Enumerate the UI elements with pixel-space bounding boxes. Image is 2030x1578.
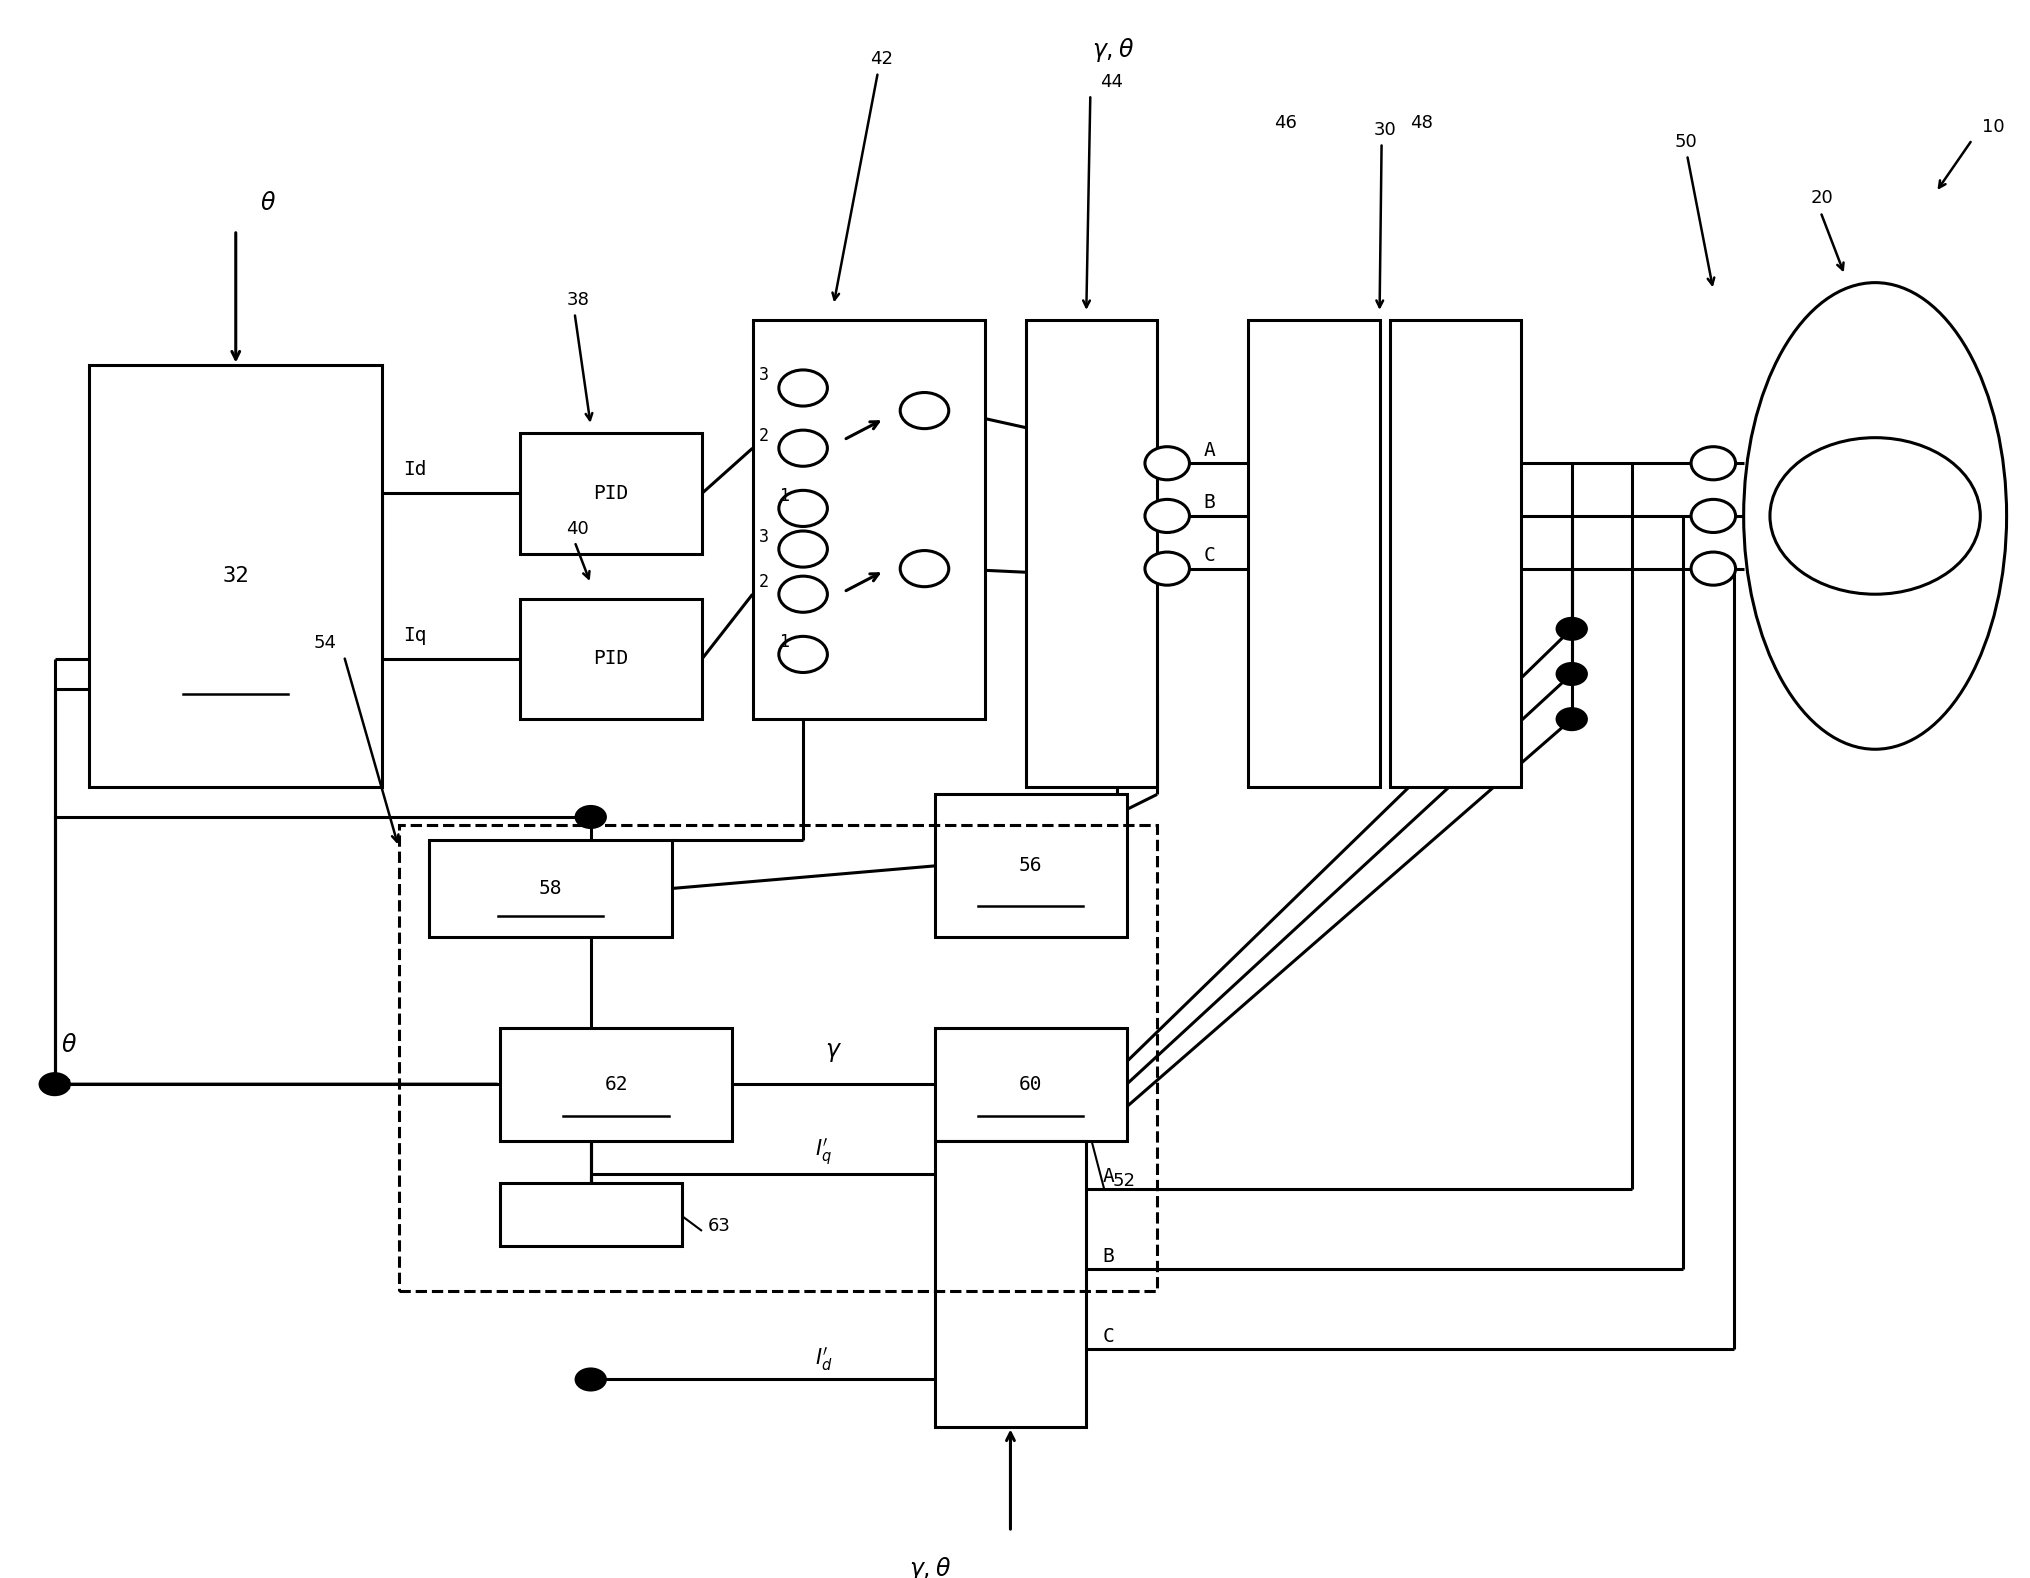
Text: 52: 52	[1112, 1172, 1135, 1190]
Bar	[398, 825, 1157, 1291]
Ellipse shape	[1744, 282, 2006, 750]
Text: 48: 48	[1409, 114, 1431, 131]
Text: 2: 2	[759, 573, 767, 590]
Text: 42: 42	[869, 50, 893, 68]
Circle shape	[777, 576, 826, 612]
Circle shape	[1145, 552, 1190, 585]
Text: 44: 44	[1100, 73, 1123, 92]
Text: $I_d'$: $I_d'$	[814, 1344, 832, 1373]
Bar	[89, 366, 382, 787]
Text: $\theta$: $\theta$	[61, 1034, 77, 1057]
Circle shape	[1555, 661, 1587, 686]
Text: 58: 58	[538, 879, 562, 898]
Circle shape	[899, 551, 948, 587]
Bar	[1389, 320, 1520, 787]
Text: C: C	[1204, 546, 1214, 565]
Text: A: A	[1102, 1166, 1114, 1185]
Circle shape	[899, 393, 948, 429]
Text: B: B	[1102, 1247, 1114, 1266]
Circle shape	[1691, 499, 1736, 532]
Text: 60: 60	[1019, 1075, 1041, 1094]
Circle shape	[777, 530, 826, 567]
Circle shape	[574, 1368, 607, 1392]
Text: 38: 38	[566, 292, 589, 309]
Text: A: A	[1204, 440, 1214, 459]
Text: 56: 56	[1019, 857, 1041, 876]
Circle shape	[1768, 437, 1979, 595]
Text: 3: 3	[759, 366, 767, 385]
Circle shape	[39, 1071, 71, 1097]
Text: PID: PID	[593, 650, 627, 669]
Text: Iq: Iq	[402, 626, 426, 645]
Circle shape	[777, 431, 826, 466]
Circle shape	[1555, 707, 1587, 731]
Bar	[1248, 320, 1378, 787]
Text: Id: Id	[402, 461, 426, 480]
Text: $\gamma,\theta$: $\gamma,\theta$	[1092, 36, 1135, 63]
Text: 54: 54	[313, 634, 337, 652]
Circle shape	[777, 636, 826, 672]
Bar	[520, 598, 702, 720]
Text: 30: 30	[1372, 122, 1395, 139]
Text: 40: 40	[566, 521, 589, 538]
Bar	[499, 1027, 733, 1141]
Bar	[934, 1141, 1086, 1427]
Text: $\gamma$: $\gamma$	[824, 1040, 842, 1064]
Text: 3: 3	[759, 527, 767, 546]
Text: 1: 1	[777, 633, 788, 650]
Text: 63: 63	[708, 1217, 731, 1236]
Bar	[934, 1027, 1127, 1141]
Bar	[520, 432, 702, 554]
Bar	[1025, 320, 1157, 787]
Text: 10: 10	[1981, 118, 2004, 136]
Text: 20: 20	[1809, 189, 1833, 207]
Bar	[499, 1184, 682, 1247]
Circle shape	[1145, 499, 1190, 532]
Text: 2: 2	[759, 426, 767, 445]
Text: $\theta$: $\theta$	[260, 191, 276, 215]
Bar	[934, 794, 1127, 937]
Text: C: C	[1102, 1327, 1114, 1346]
Bar	[428, 839, 672, 937]
Text: $\gamma,\theta$: $\gamma,\theta$	[909, 1554, 950, 1578]
Text: $I_q'$: $I_q'$	[814, 1136, 832, 1168]
Circle shape	[574, 805, 607, 828]
Circle shape	[1145, 447, 1190, 480]
Text: 62: 62	[605, 1075, 627, 1094]
Text: 50: 50	[1675, 133, 1697, 151]
Circle shape	[1691, 552, 1736, 585]
Circle shape	[777, 491, 826, 527]
Text: 1: 1	[777, 488, 788, 505]
Text: PID: PID	[593, 484, 627, 503]
Text: B: B	[1204, 494, 1214, 513]
Circle shape	[1691, 447, 1736, 480]
Text: 32: 32	[221, 567, 250, 585]
Text: 46: 46	[1273, 114, 1297, 131]
Circle shape	[1555, 617, 1587, 641]
Circle shape	[777, 369, 826, 406]
Bar	[753, 320, 985, 720]
